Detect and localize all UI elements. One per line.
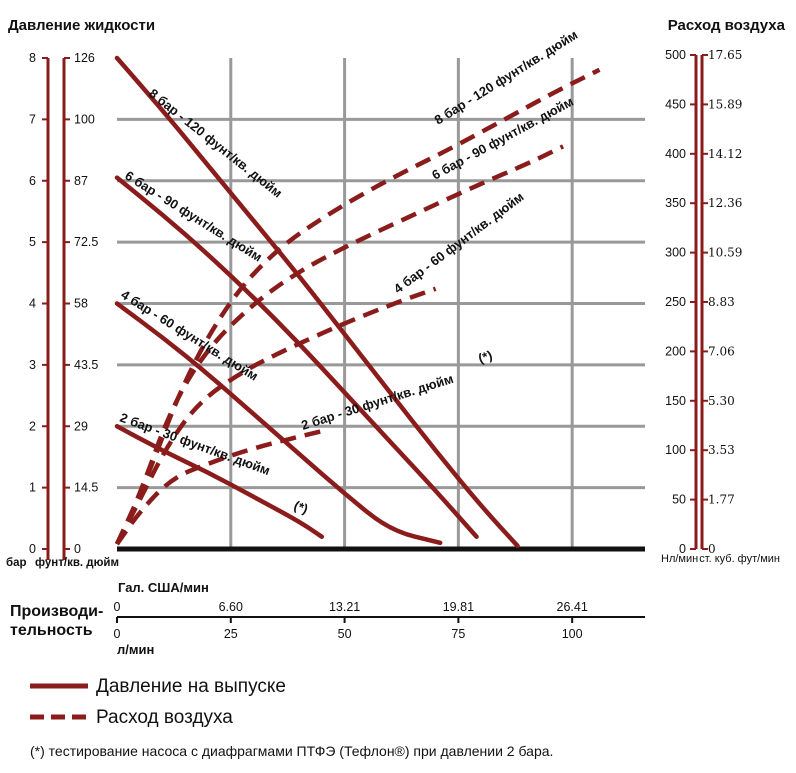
nlmin-tick-label: 150: [665, 394, 686, 408]
bar-tick-label: 0: [29, 542, 36, 556]
psi-tick-label: 87: [74, 174, 88, 188]
bar-tick-label: 2: [29, 419, 36, 433]
bar-tick-label: 6: [29, 174, 36, 188]
title-right: Расход воздуха: [668, 17, 786, 34]
psi-tick-label: 58: [74, 297, 88, 311]
series-line-4: [114, 67, 601, 546]
series-group: [114, 55, 601, 549]
x-title-line2: тельность: [10, 622, 93, 639]
right-axis: 0 50 100 150 200 250 300 350 400 450 500 0 1.77 3.53 5…: [665, 48, 742, 556]
cfm-tick-label: 15.89: [708, 97, 742, 111]
cfm-tick-label: 10.59: [708, 246, 742, 260]
cfm-tick-label: 0: [708, 542, 716, 556]
bar-tick-label: 7: [29, 112, 36, 126]
cfm-tick-label: 5.30: [708, 394, 735, 408]
gal-tick-label: 26.41: [557, 600, 588, 614]
curve-label-1: 6 бар - 90 фунт/кв. дюйм: [122, 168, 264, 265]
curve-label-8: 2 бар - 30 фунт/кв. дюйм: [299, 371, 455, 433]
cfm-tick-label: 17.65: [708, 48, 742, 62]
nlmin-tick-label: 100: [665, 443, 686, 457]
lmin-tick-label: 100: [562, 627, 583, 641]
footnote: (*) тестирование насоса с диафрагмами ПТ…: [30, 743, 553, 759]
nlmin-tick-label: 0: [679, 542, 686, 556]
lmin-tick-label: 75: [451, 627, 465, 641]
legend: Давление на выпуске Расход воздуха: [30, 676, 286, 728]
lmin-tick-label: 25: [224, 627, 238, 641]
cfm-tick-label: 1.77: [708, 493, 735, 507]
nlmin-tick-label: 450: [665, 97, 686, 111]
bar-tick-label: 1: [29, 481, 36, 495]
cfm-unit-label: ст. куб. фут/мин: [699, 553, 780, 565]
bar-tick-label: 3: [29, 358, 36, 372]
series-line-2: [114, 301, 443, 546]
curve-label-9: (*): [476, 347, 494, 365]
grid-lines: [117, 58, 645, 552]
left-axis: 0 1 2 3 4 5 6 7 8 0 14.5 29 43.5 58 72.5 87 100 126: [29, 51, 98, 560]
nlmin-tick-label: 300: [665, 246, 686, 260]
series-line-0: [114, 55, 520, 549]
cfm-tick-label: 14.12: [708, 147, 742, 161]
bar-tick-label: 8: [29, 51, 36, 65]
bar-tick-label: 4: [29, 297, 36, 311]
nlmin-tick-label: 50: [672, 493, 686, 507]
psi-unit-label: фунт/кв. дюйм: [35, 557, 119, 569]
lmin-unit-label: л/мин: [117, 642, 154, 657]
gal-unit-label: Гал. США/мин: [118, 580, 209, 595]
series-line-3: [114, 424, 325, 539]
cfm-tick-label: 3.53: [708, 443, 735, 457]
bar-unit-label: бар: [6, 557, 27, 569]
nlmin-tick-label: 400: [665, 147, 686, 161]
gal-tick-label: 0: [114, 600, 121, 614]
gal-tick-label: 13.21: [329, 600, 360, 614]
nlmin-tick-label: 500: [665, 48, 686, 62]
legend-solid-label: Давление на выпуске: [96, 676, 286, 697]
curve-label-0: 8 бар - 120 фунт/кв. дюйм: [146, 86, 285, 201]
series-line-1: [114, 175, 479, 539]
gal-tick-label: 19.81: [443, 600, 474, 614]
cfm-tick-label: 7.06: [708, 344, 735, 358]
psi-tick-label: 100: [74, 112, 95, 126]
gal-tick-label: 6.60: [219, 600, 243, 614]
lmin-tick-label: 0: [114, 627, 121, 641]
lmin-tick-label: 50: [338, 627, 352, 641]
series-line-7: [115, 428, 323, 546]
psi-tick-label: 43.5: [74, 358, 98, 372]
legend-dashed-label: Расход воздуха: [96, 707, 233, 728]
psi-tick-label: 14.5: [74, 481, 98, 495]
psi-tick-label: 126: [74, 51, 95, 65]
curve-label-4: (*): [292, 498, 310, 517]
nlmin-tick-label: 350: [665, 196, 686, 210]
psi-tick-label: 72.5: [74, 235, 98, 249]
bar-tick-label: 5: [29, 235, 36, 249]
nlmin-tick-label: 200: [665, 344, 686, 358]
x-axis: 0 0 25 6.60 50 13.21 75 19.81 100 26.41: [114, 600, 645, 641]
cfm-tick-label: 12.36: [708, 196, 742, 210]
nlmin-unit-label: Нл/мин: [661, 553, 698, 565]
cfm-tick-label: 8.83: [708, 295, 735, 309]
psi-tick-label: 29: [74, 419, 88, 433]
nlmin-tick-label: 250: [665, 295, 686, 309]
psi-tick-label: 0: [74, 542, 81, 556]
x-title-line1: Производи-: [10, 603, 103, 620]
series-line-5: [114, 144, 565, 546]
title-left: Давление жидкости: [8, 17, 155, 34]
